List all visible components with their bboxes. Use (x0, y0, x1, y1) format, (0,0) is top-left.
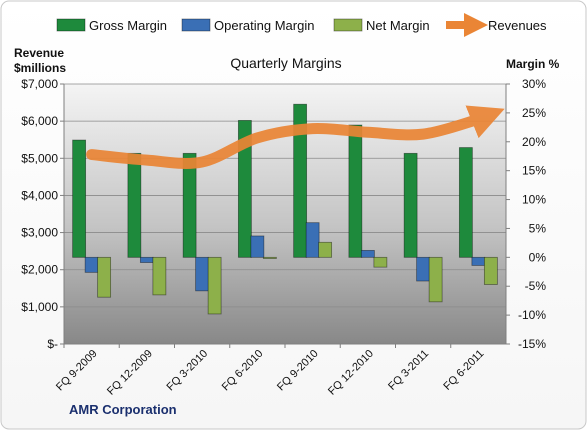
right-tick-label: 10% (522, 193, 546, 207)
legend-label: Operating Margin (214, 18, 314, 33)
legend-swatch-operating-margin (181, 18, 211, 32)
bar-gross-margin (348, 124, 363, 258)
bar-gross-margin (458, 147, 473, 258)
bar-net-margin (428, 256, 443, 303)
left-tick-label: $1,000 (21, 300, 58, 314)
legend-swatch-net-margin (333, 18, 363, 32)
revenue-line-layer (86, 105, 505, 169)
right-tick-label: 15% (522, 164, 546, 178)
legend-label: Net Margin (366, 18, 430, 33)
bar-operating-margin (305, 222, 320, 258)
bar-net-margin (318, 241, 333, 258)
bar-gross-margin (72, 139, 87, 258)
right-tick-label: 0% (529, 250, 547, 264)
bar-operating-margin (471, 256, 486, 266)
legend-label: Revenues (488, 18, 547, 33)
right-tick-label: -15% (518, 337, 546, 351)
bar-operating-margin (250, 235, 265, 258)
bar-operating-margin (416, 256, 431, 282)
left-tick-label: $2,000 (21, 263, 58, 277)
bar-operating-margin (360, 249, 375, 258)
left-tick-label: $3,000 (21, 226, 58, 240)
bar-gross-margin (237, 120, 252, 258)
bar-gross-margin (293, 103, 308, 258)
legend-swatch-gross-margin (56, 18, 86, 32)
bar-gross-margin (127, 152, 142, 258)
bar-operating-margin (139, 256, 154, 263)
bar-operating-margin (195, 256, 210, 292)
left-tick-label: $6,000 (21, 114, 58, 128)
left-tick-label: $4,000 (21, 188, 58, 202)
right-tick-label: -10% (518, 308, 546, 322)
right-tick-label: 20% (522, 135, 546, 149)
left-tick-label: $- (47, 337, 58, 351)
chart-title: Quarterly Margins (230, 55, 341, 71)
bar-net-margin (483, 256, 498, 285)
left-axis-label-line2: $millions (14, 61, 66, 75)
bars (72, 103, 498, 315)
left-tick-label: $7,000 (21, 77, 58, 91)
bar-net-margin (152, 256, 167, 296)
right-tick-label: 30% (522, 77, 546, 91)
bar-gross-margin (182, 152, 197, 258)
bar-net-margin (207, 256, 222, 315)
right-tick-label: 5% (529, 221, 547, 235)
bar-net-margin (97, 256, 112, 298)
bar-net-margin (262, 256, 277, 259)
left-axis-label-line1: Revenue (14, 46, 64, 60)
right-tick-label: 25% (522, 106, 546, 120)
revenue-line (86, 105, 505, 169)
right-tick-label: -5% (525, 279, 547, 293)
legend-label: Gross Margin (89, 18, 167, 33)
left-tick-label: $5,000 (21, 151, 58, 165)
bar-net-margin (373, 256, 388, 268)
company-label: AMR Corporation (69, 402, 177, 417)
right-axis-label: Margin % (506, 57, 560, 71)
bar-gross-margin (403, 152, 418, 258)
legend: Gross Margin Operating Margin Net Margin Re… (56, 13, 547, 37)
bar-operating-margin (84, 256, 99, 273)
